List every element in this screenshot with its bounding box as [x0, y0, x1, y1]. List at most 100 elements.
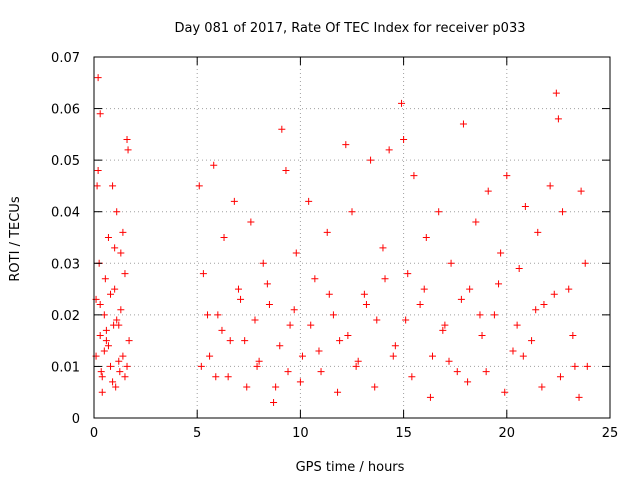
- data-point: [282, 166, 290, 174]
- data-point: [98, 373, 106, 381]
- data-point: [96, 110, 104, 118]
- data-point: [464, 378, 472, 386]
- data-point: [391, 342, 399, 350]
- data-point: [559, 208, 567, 216]
- data-point: [251, 316, 259, 324]
- data-point: [107, 290, 115, 298]
- data-point: [237, 295, 245, 303]
- data-point: [112, 383, 120, 391]
- data-point: [109, 378, 117, 386]
- data-point: [501, 388, 509, 396]
- data-point: [270, 399, 278, 407]
- data-point: [367, 156, 375, 164]
- data-point: [571, 362, 579, 370]
- data-point: [325, 290, 333, 298]
- data-point: [528, 337, 536, 345]
- data-point: [212, 373, 220, 381]
- data-point: [569, 331, 577, 339]
- data-point: [556, 373, 564, 381]
- data-point: [100, 347, 108, 355]
- x-tick-label: 10: [292, 426, 309, 441]
- data-point: [116, 368, 124, 376]
- data-point: [435, 208, 443, 216]
- data-point: [441, 321, 449, 329]
- data-point: [224, 373, 232, 381]
- data-point: [121, 270, 129, 278]
- data-point: [521, 203, 529, 211]
- data-point: [334, 388, 342, 396]
- data-point: [400, 136, 408, 144]
- data-point: [93, 182, 101, 190]
- x-axis-label: GPS time / hours: [296, 460, 405, 475]
- data-point: [336, 337, 344, 345]
- data-point: [575, 393, 583, 401]
- data-point: [482, 368, 490, 376]
- data-point: [459, 120, 467, 128]
- data-point: [362, 301, 370, 309]
- data-point: [107, 362, 115, 370]
- data-point: [263, 280, 271, 288]
- data-point: [290, 306, 298, 314]
- data-point: [298, 352, 306, 360]
- data-point: [466, 285, 474, 293]
- data-point: [101, 275, 109, 283]
- data-point: [102, 326, 110, 334]
- grid-lines: [94, 57, 610, 418]
- y-axis-label: ROTI / TECUs: [8, 196, 23, 281]
- data-point: [255, 357, 263, 365]
- data-point: [276, 342, 284, 350]
- data-point: [323, 228, 331, 236]
- data-point: [204, 311, 212, 319]
- data-point: [296, 378, 304, 386]
- data-point: [439, 326, 447, 334]
- y-tick-label: 0.07: [51, 51, 80, 66]
- plot-frame: [93, 56, 611, 419]
- data-point: [404, 270, 412, 278]
- data-point: [519, 352, 527, 360]
- x-tick-label: 15: [395, 426, 412, 441]
- data-point: [385, 146, 393, 154]
- data-point: [344, 331, 352, 339]
- data-point: [214, 311, 222, 319]
- data-point: [121, 373, 129, 381]
- data-point: [373, 316, 381, 324]
- data-point: [98, 388, 106, 396]
- data-point: [109, 182, 117, 190]
- y-tick-label: 0.01: [51, 360, 80, 375]
- data-point: [117, 249, 125, 257]
- data-point: [416, 301, 424, 309]
- data-point: [509, 347, 517, 355]
- data-point: [583, 362, 591, 370]
- data-point: [253, 362, 261, 370]
- data-point: [422, 234, 430, 241]
- data-point: [307, 321, 315, 329]
- data-point: [352, 362, 360, 370]
- data-point: [102, 337, 110, 345]
- data-point: [476, 311, 484, 319]
- data-point: [96, 331, 104, 339]
- data-point: [565, 285, 573, 293]
- data-point: [428, 352, 436, 360]
- data-point: [220, 234, 228, 241]
- chart-title: Day 081 of 2017, Rate Of TEC Index for r…: [175, 21, 526, 36]
- data-point: [119, 352, 127, 360]
- data-point: [230, 197, 238, 205]
- data-point: [550, 290, 558, 298]
- data-point: [503, 172, 511, 180]
- data-point: [408, 373, 416, 381]
- x-tick-label: 20: [499, 426, 516, 441]
- data-point: [342, 141, 350, 149]
- data-point: [113, 316, 121, 324]
- data-point: [206, 352, 214, 360]
- data-point: [311, 275, 319, 283]
- x-tick-label: 5: [193, 426, 201, 441]
- data-point: [447, 259, 455, 267]
- data-point: [453, 368, 461, 376]
- data-point: [117, 306, 125, 314]
- y-tick-label: 0.02: [51, 309, 80, 324]
- data-point: [226, 337, 234, 345]
- data-point: [286, 321, 294, 329]
- data-point: [243, 383, 251, 391]
- data-point: [115, 357, 123, 365]
